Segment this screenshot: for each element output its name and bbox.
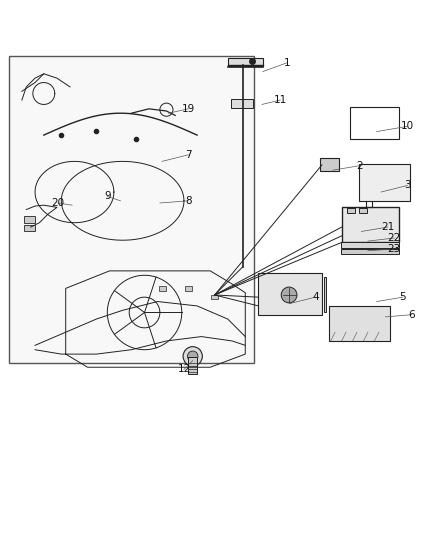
FancyBboxPatch shape (228, 59, 263, 66)
Text: 21: 21 (381, 222, 394, 232)
Text: 5: 5 (399, 292, 406, 302)
Text: 19: 19 (182, 104, 195, 114)
FancyBboxPatch shape (359, 164, 410, 201)
Text: 3: 3 (404, 181, 411, 190)
FancyBboxPatch shape (359, 208, 367, 213)
FancyBboxPatch shape (328, 306, 390, 341)
FancyBboxPatch shape (211, 295, 218, 300)
Text: 12: 12 (177, 365, 191, 374)
FancyBboxPatch shape (231, 99, 253, 108)
Text: 9: 9 (104, 191, 111, 201)
FancyBboxPatch shape (9, 56, 254, 363)
Circle shape (183, 346, 202, 366)
Text: 7: 7 (185, 150, 192, 160)
FancyBboxPatch shape (258, 273, 322, 314)
Text: 22: 22 (388, 233, 401, 243)
FancyBboxPatch shape (341, 248, 399, 254)
Circle shape (281, 287, 297, 303)
FancyBboxPatch shape (24, 216, 35, 223)
FancyBboxPatch shape (347, 208, 355, 213)
FancyBboxPatch shape (185, 286, 192, 290)
Text: 4: 4 (312, 292, 319, 302)
Text: 11: 11 (274, 95, 287, 105)
Text: 6: 6 (408, 310, 415, 320)
FancyBboxPatch shape (342, 207, 399, 243)
Text: 2: 2 (356, 161, 363, 171)
Circle shape (187, 351, 198, 361)
FancyBboxPatch shape (188, 357, 197, 374)
Text: 8: 8 (185, 196, 192, 206)
FancyBboxPatch shape (324, 277, 326, 312)
FancyBboxPatch shape (159, 286, 166, 290)
Text: 1: 1 (283, 58, 290, 68)
FancyBboxPatch shape (320, 158, 339, 171)
FancyBboxPatch shape (24, 225, 35, 231)
Text: 20: 20 (51, 198, 64, 208)
Text: 23: 23 (388, 244, 401, 254)
Text: 10: 10 (401, 122, 414, 131)
FancyBboxPatch shape (341, 242, 399, 248)
